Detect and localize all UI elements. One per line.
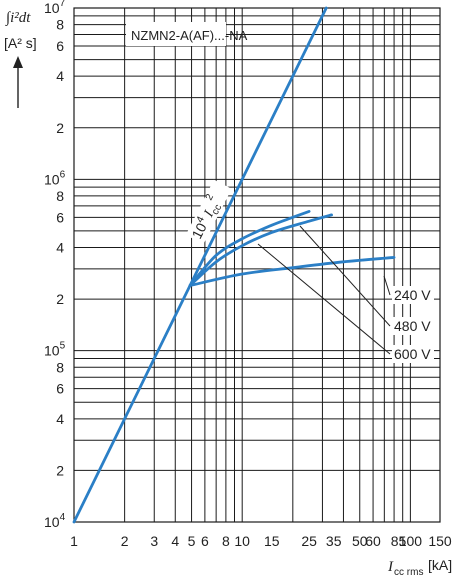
y-decade-exp: 7 xyxy=(60,0,66,9)
series-480v-curve xyxy=(188,213,333,287)
x-tick-label: 2 xyxy=(121,533,129,549)
series-240v-curve xyxy=(188,256,396,287)
y-decade-label: 104 xyxy=(44,512,66,530)
leader-lines: 240 V 480 V 600 V xyxy=(257,225,434,363)
y-tick-label: 6 xyxy=(56,381,64,397)
series-label-600v: 600 V xyxy=(394,346,431,362)
series-label-240v: 240 V xyxy=(394,287,431,303)
ref-label-sub: cc xyxy=(210,203,224,217)
y-decade-label: 106 xyxy=(44,169,66,187)
ref-label-coef: 10 xyxy=(188,220,209,241)
chart-title: NZMN2-A(AF)...-NA xyxy=(131,28,248,43)
series-600v-curve xyxy=(188,209,311,287)
y-tick-label: 2 xyxy=(56,120,64,136)
x-tick-label: 6 xyxy=(201,533,209,549)
y-axis-arrow-head xyxy=(13,56,23,68)
x-tick-label: 25 xyxy=(301,533,317,549)
x-tick-label: 3 xyxy=(150,533,158,549)
y-axis-label: ∫i²dt xyxy=(5,10,31,26)
series-label-bg-600v xyxy=(392,345,434,363)
y-tick-label: 4 xyxy=(56,68,64,84)
y-decade-base: 10 xyxy=(44,514,60,530)
plot-frame xyxy=(73,7,441,523)
leader-line-240v xyxy=(383,275,391,296)
y-tick-label: 8 xyxy=(56,188,64,204)
y-tick-label: 6 xyxy=(56,38,64,54)
x-tick-label: 85 xyxy=(391,533,407,549)
grid xyxy=(73,7,441,523)
x-axis-label: I cc rms [kA] xyxy=(387,557,452,578)
x-axis-label-subscript: cc rms xyxy=(394,567,423,578)
x-tick-label: 8 xyxy=(222,533,230,549)
y-tick-label: 2 xyxy=(56,462,64,478)
y-decade-label: 107 xyxy=(44,0,66,16)
y-decade-exp: 5 xyxy=(60,341,66,352)
x-tick-label: 100 xyxy=(399,533,423,549)
x-tick-label: 150 xyxy=(428,533,452,549)
x-tick-label: 1 xyxy=(70,533,78,549)
y-decade-base: 10 xyxy=(44,343,60,359)
y-tick-label: 4 xyxy=(56,411,64,427)
y-tick-label: 4 xyxy=(56,240,64,256)
reference-label-text: 104 Icc2 xyxy=(186,192,227,243)
ref-label-coef-exp: 4 xyxy=(195,214,208,224)
x-tick-label: 60 xyxy=(365,533,381,549)
series-group xyxy=(188,209,396,287)
y-decade-exp: 6 xyxy=(60,169,66,180)
y-decade-exp: 4 xyxy=(60,512,66,523)
title-box xyxy=(126,22,226,46)
x-tick-label: 4 xyxy=(171,533,179,549)
y-tick-label: 8 xyxy=(56,359,64,375)
x-tick-label: 50 xyxy=(352,533,368,549)
y-tick-label: 6 xyxy=(56,209,64,225)
y-tick-label: 2 xyxy=(56,291,64,307)
x-tick-label: 10 xyxy=(234,533,250,549)
x-axis-label-unit: [kA] xyxy=(428,557,452,573)
leader-line-480v xyxy=(299,225,391,327)
ref-label-exp: 2 xyxy=(204,192,217,202)
y-decade-base: 10 xyxy=(44,0,60,16)
reference-line-label: 104 Icc2 xyxy=(185,179,232,245)
leader-line-600v xyxy=(257,243,391,355)
y-tick-label: 8 xyxy=(56,17,64,33)
reference-line-group: 104 Icc2 xyxy=(72,6,328,524)
y-axis-unit: [A² s] xyxy=(4,35,37,51)
series-label-bg-240v xyxy=(392,286,434,304)
reference-label-bg xyxy=(185,179,232,245)
y-decade-label: 105 xyxy=(44,341,66,359)
reference-line xyxy=(72,6,328,524)
x-axis-label-symbol: I xyxy=(387,559,394,575)
x-tick-label: 35 xyxy=(326,533,342,549)
x-tick-label: 15 xyxy=(264,533,280,549)
x-tick-label: 5 xyxy=(188,533,196,549)
series-label-bg-480v xyxy=(392,317,434,335)
y-decade-base: 10 xyxy=(44,171,60,187)
series-label-480v: 480 V xyxy=(394,318,431,334)
